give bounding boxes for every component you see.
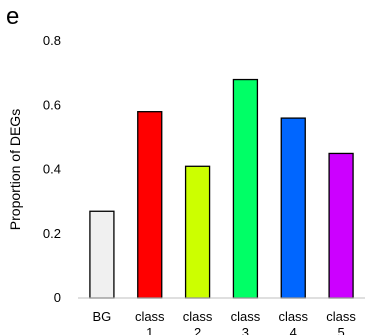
y-tick-label: 0.8 (43, 33, 61, 48)
bar (137, 111, 163, 299)
bars (89, 78, 354, 299)
y-ticks: 0 0.2 0.4 0.6 0.8 (43, 33, 61, 305)
x-tick-label: class 2 (183, 309, 213, 335)
x-tick-label: class 5 (326, 309, 356, 335)
bar (184, 165, 211, 299)
x-ticks: BG class 1 class 2 class 3 class 4 class 5 (93, 309, 357, 335)
panel-label: e (6, 3, 19, 30)
x-tick-label: class 1 (135, 309, 165, 335)
bar (232, 78, 259, 299)
y-axis-label: Proportion of DEGs (7, 109, 23, 230)
bar (89, 210, 115, 299)
x-tick-label: class 3 (231, 309, 261, 335)
x-tick-label: BG (93, 309, 112, 324)
bar (328, 152, 354, 299)
bar (280, 117, 306, 299)
y-tick-label: 0 (54, 290, 61, 305)
y-tick-label: 0.4 (43, 162, 61, 177)
x-tick-label: class 4 (278, 309, 308, 335)
y-tick-label: 0.6 (43, 97, 61, 112)
y-tick-label: 0.2 (43, 226, 61, 241)
